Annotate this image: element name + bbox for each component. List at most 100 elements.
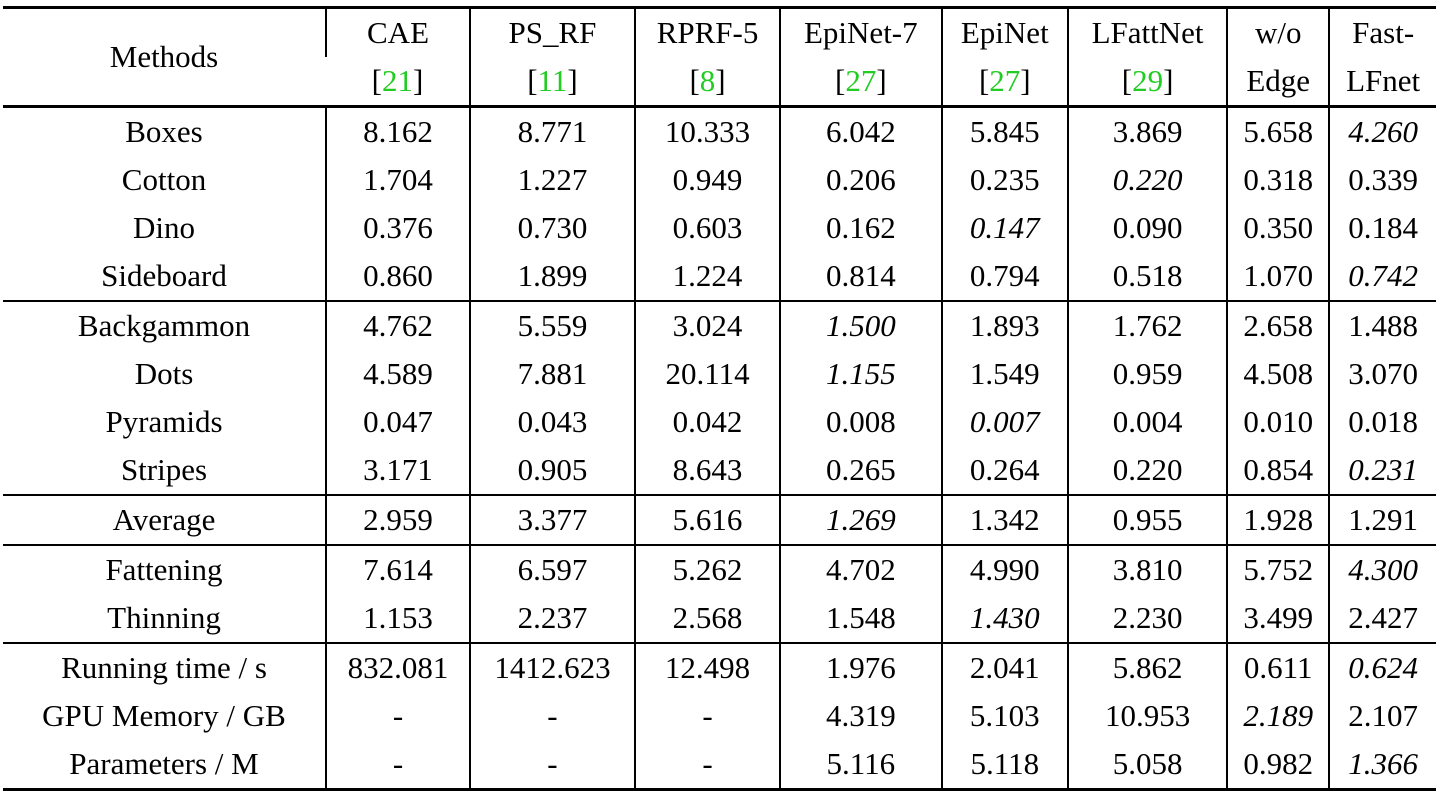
citation-lfattnet[interactable]: [29] [1067,57,1228,107]
table-row: Cotton 1.704 1.227 0.949 0.206 0.235 0.220 0.31… [3,156,1436,204]
row-label: Stripes [120,452,208,487]
table-cell: 7.614 [325,544,470,594]
table-cell: 4.589 [325,350,470,398]
table-cell: 0.206 [779,156,942,204]
table-cell: 10.333 [633,105,781,156]
results-table: Methods CAE PS_RF RPRF-5 EpiNet-7 EpiNet… [3,6,1436,791]
table-cell: 2.959 [325,494,470,545]
table-row: Fattening 7.614 6.597 5.262 4.702 4.990 3.810 5… [3,544,1436,594]
table-cell: 0.982 [1226,740,1330,791]
table-cell: 832.081 [325,642,470,692]
table-cell: 0.350 [1226,204,1330,252]
row-label: Average [3,494,326,545]
table-cell: 1.928 [1226,494,1330,545]
citation-link[interactable]: 29 [1132,63,1164,98]
table-cell: - [633,692,781,740]
table-cell: 3.377 [469,494,635,545]
citation-link[interactable]: 21 [382,63,413,98]
table-cell: 0.742 [1328,252,1436,301]
methods-header: Methods [3,6,326,107]
row-label: Sideboard [101,258,227,293]
table-cell: 5.658 [1226,105,1330,156]
column-header-wo-edge-top: w/o [1226,6,1330,57]
table-cell: 0.905 [469,446,635,495]
table-cell: 6.597 [469,544,635,594]
table-cell: 3.499 [1226,594,1330,643]
table-cell: 1.893 [940,300,1069,350]
table-cell: 2.658 [1226,300,1330,350]
table-cell: 0.047 [325,398,470,446]
table-cell: 1.070 [1226,252,1330,301]
table-cell: 1.366 [1328,740,1436,791]
table-cell: 1.488 [1328,300,1436,350]
table-cell: 0.624 [1328,642,1436,692]
citation-ps-rf[interactable]: [11] [469,57,635,107]
column-header-lfattnet: LFattNet [1067,6,1228,57]
table-row: Sideboard 0.860 1.899 1.224 0.814 0.794 0.518 1… [3,252,1436,301]
table-cell: 0.231 [1328,446,1436,495]
table-row: Pyramids 0.047 0.043 0.042 0.008 0.007 0.004 0.… [3,398,1436,446]
table-cell: 0.090 [1067,204,1228,252]
row-label: Thinning [107,600,221,635]
table-row: Backgammon 4.762 5.559 3.024 1.500 1.893 1.762… [3,300,1436,350]
header-row-bottom: [21] [11] [8] [27] [27] [29] Edge LFnet [3,57,1436,107]
row-label: Pyramids [105,404,223,439]
table-cell: 0.162 [779,204,942,252]
table-cell: 5.616 [633,494,781,545]
table-cell: 0.949 [633,156,781,204]
table-cell: 5.845 [940,105,1069,156]
table-row: Average 2.959 3.377 5.616 1.269 1.342 0.955 1.9… [3,494,1436,545]
table-row: Running time / s 832.081 1412.623 12.498 1.9… [3,642,1436,692]
table-cell: 1.291 [1328,494,1436,545]
table-cell: 0.318 [1226,156,1330,204]
table-cell: 0.854 [1226,446,1330,495]
table-cell: 4.260 [1328,105,1436,156]
row-label: Dino [133,210,195,245]
table-cell: 0.235 [940,156,1069,204]
row-label: Dots [134,356,194,391]
table-cell: 3.171 [325,446,470,495]
table-cell: - [469,692,635,740]
citation-link[interactable]: 11 [537,63,568,98]
table-cell: 0.220 [1067,446,1228,495]
table-cell: - [633,740,781,791]
column-header-wo-edge-bottom: Edge [1226,57,1330,107]
table-cell: 0.004 [1067,398,1228,446]
table-cell: 0.603 [633,204,781,252]
citation-link[interactable]: 8 [699,63,716,98]
citation-rprf-5[interactable]: [8] [633,57,781,107]
citation-epinet[interactable]: [27] [940,57,1069,107]
row-label: Boxes [3,105,326,156]
table-cell: 0.339 [1328,156,1436,204]
citation-epinet-7[interactable]: [27] [779,57,942,107]
table-cell: 0.008 [779,398,942,446]
table-cell: 0.018 [1328,398,1436,446]
table-cell: 4.762 [325,300,470,350]
citation-link[interactable]: 27 [989,63,1021,98]
table-cell: 0.184 [1328,204,1436,252]
column-header-rprf-5: RPRF-5 [633,6,781,57]
table-cell: 3.070 [1328,350,1436,398]
table-cell: 1.224 [633,252,781,301]
table-cell: 1.227 [469,156,635,204]
table-cell: 1.899 [469,252,635,301]
row-label: Running time / s [3,642,326,692]
table-cell: 2.107 [1328,692,1436,740]
table-cell: 0.264 [940,446,1069,495]
citation-link[interactable]: 27 [845,63,877,98]
table-cell: 3.810 [1067,544,1228,594]
table-cell: 0.860 [325,252,470,301]
table-cell: 5.116 [779,740,942,791]
table-cell: 5.752 [1226,544,1330,594]
table-row: GPU Memory / GB - - -4.319 5.103 10.953 2.189 2… [3,692,1436,740]
column-header-ps-rf: PS_RF [469,6,635,57]
citation-cae[interactable]: [21] [371,63,424,98]
table-cell: 4.702 [779,544,942,594]
table-cell: 6.042 [779,105,942,156]
row-label: Backgammon [3,300,326,350]
table-cell: 8.643 [633,446,781,495]
table-cell: 2.427 [1328,594,1436,643]
table-cell: 2.189 [1226,692,1330,740]
table-cell: 5.262 [633,544,781,594]
table-cell: 0.959 [1067,350,1228,398]
